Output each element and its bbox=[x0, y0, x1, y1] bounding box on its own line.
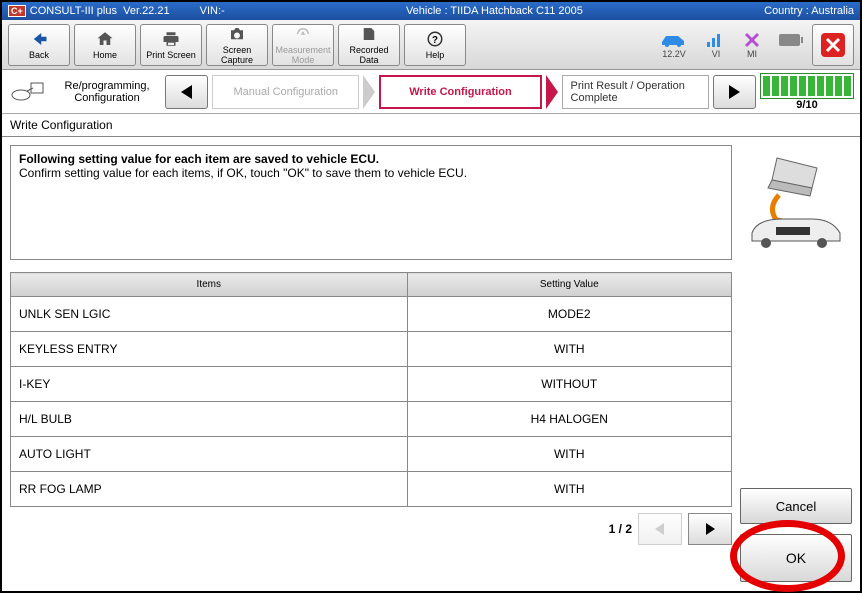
print-screen-label: Print Screen bbox=[146, 50, 196, 60]
mi-label: MI bbox=[744, 49, 760, 59]
help-icon: ? bbox=[426, 30, 444, 48]
table-row: KEYLESS ENTRYWITH bbox=[11, 332, 732, 367]
status-indicators: 12.2V VI MI bbox=[652, 31, 812, 59]
signal-icon bbox=[706, 32, 726, 48]
col-items: Items bbox=[11, 273, 408, 297]
voltage-indicator: 12.2V bbox=[660, 31, 688, 59]
recorded-data-label: Recorded Data bbox=[339, 45, 399, 65]
help-button[interactable]: ? Help bbox=[404, 24, 466, 66]
instruction-box: Following setting value for each item ar… bbox=[10, 145, 732, 260]
home-button[interactable]: Home bbox=[74, 24, 136, 66]
ok-button[interactable]: OK bbox=[740, 534, 852, 582]
voltage-value: 12.2V bbox=[660, 49, 688, 59]
table-row: RR FOG LAMPWITH bbox=[11, 472, 732, 507]
country-label: Country : Australia bbox=[764, 5, 854, 17]
section-header: Write Configuration bbox=[2, 114, 860, 137]
step-next-button[interactable] bbox=[713, 75, 756, 109]
back-label: Back bbox=[29, 50, 49, 60]
app-version: Ver.22.21 bbox=[123, 5, 170, 17]
instruction-line1: Following setting value for each item ar… bbox=[19, 152, 723, 166]
svg-text:?: ? bbox=[432, 34, 438, 45]
battery-icon bbox=[778, 33, 804, 47]
triangle-left-icon bbox=[652, 521, 668, 537]
instruction-line2: Confirm setting value for each items, if… bbox=[19, 166, 723, 180]
screen-capture-button[interactable]: Screen Capture bbox=[206, 24, 268, 66]
table-row: AUTO LIGHTWITH bbox=[11, 437, 732, 472]
table-pager: 1 / 2 bbox=[10, 513, 732, 545]
step-print-result: Print Result / Operation Complete bbox=[562, 75, 709, 109]
triangle-left-icon bbox=[178, 83, 196, 101]
top-toolbar: Back Home Print Screen Screen Capture Me… bbox=[2, 20, 860, 70]
laptop-to-car-diagram bbox=[732, 145, 852, 260]
step-write-config: Write Configuration bbox=[379, 75, 541, 109]
reprogramming-icon bbox=[8, 76, 49, 108]
chevron-right-icon bbox=[546, 75, 558, 109]
mi-indicator: MI bbox=[744, 31, 760, 59]
close-button[interactable] bbox=[812, 24, 854, 66]
table-row: I-KEYWITHOUT bbox=[11, 367, 732, 402]
vehicle-label: Vehicle : TIIDA Hatchback C11 2005 bbox=[406, 5, 583, 17]
recorded-data-icon bbox=[360, 25, 378, 43]
back-button[interactable]: Back bbox=[8, 24, 70, 66]
progress-indicator: 9/10 bbox=[760, 73, 854, 111]
gauge-icon bbox=[294, 25, 312, 43]
step-prev-button[interactable] bbox=[165, 75, 208, 109]
cancel-button[interactable]: Cancel bbox=[740, 488, 852, 524]
print-screen-button[interactable]: Print Screen bbox=[140, 24, 202, 66]
progress-bars bbox=[760, 73, 854, 99]
table-row: UNLK SEN LGICMODE2 bbox=[11, 297, 732, 332]
root-step-label: Re/programming, Configuration bbox=[53, 80, 161, 104]
triangle-right-icon bbox=[702, 521, 718, 537]
help-label: Help bbox=[426, 50, 445, 60]
recorded-data-button[interactable]: Recorded Data bbox=[338, 24, 400, 66]
pager-next-button[interactable] bbox=[688, 513, 732, 545]
vi-indicator: VI bbox=[706, 31, 726, 59]
app-badge: C+ bbox=[8, 5, 26, 17]
pager-prev-button[interactable] bbox=[638, 513, 682, 545]
col-setting-value: Setting Value bbox=[407, 273, 731, 297]
table-row: H/L BULBH4 HALOGEN bbox=[11, 402, 732, 437]
main-content: Following setting value for each item ar… bbox=[2, 137, 860, 590]
step-manual-config: Manual Configuration bbox=[212, 75, 359, 109]
pager-text: 1 / 2 bbox=[609, 522, 632, 536]
settings-table: Items Setting Value UNLK SEN LGICMODE2 K… bbox=[10, 272, 732, 507]
progress-text: 9/10 bbox=[760, 99, 854, 111]
back-arrow-icon bbox=[30, 30, 48, 48]
wizard-stepbar: Re/programming, Configuration Manual Con… bbox=[2, 70, 860, 114]
screen-capture-label: Screen Capture bbox=[207, 45, 267, 65]
close-icon bbox=[819, 31, 847, 59]
car-icon bbox=[660, 32, 688, 48]
triangle-right-icon bbox=[725, 83, 743, 101]
x-icon bbox=[744, 32, 760, 48]
measurement-mode-button[interactable]: Measurement Mode bbox=[272, 24, 334, 66]
battery-indicator bbox=[778, 31, 804, 59]
home-icon bbox=[96, 30, 114, 48]
side-actions: Cancel OK bbox=[732, 488, 852, 582]
chevron-right-icon bbox=[363, 75, 375, 109]
camera-icon bbox=[228, 25, 246, 43]
vi-label: VI bbox=[706, 49, 726, 59]
title-bar: C+ CONSULT-III plus Ver.22.21 VIN:- Vehi… bbox=[2, 2, 860, 20]
app-name: CONSULT-III plus bbox=[30, 5, 117, 17]
printer-icon bbox=[162, 30, 180, 48]
home-label: Home bbox=[93, 50, 117, 60]
vin-label: VIN:- bbox=[200, 5, 225, 17]
measurement-mode-label: Measurement Mode bbox=[273, 45, 333, 65]
